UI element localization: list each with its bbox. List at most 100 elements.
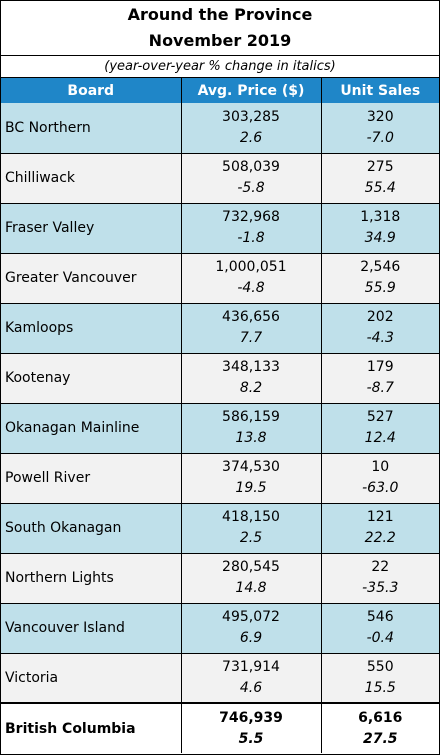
avg-price-cell: 436,656 7.7	[180, 303, 322, 354]
unit-sales-cell: 527 12.4	[320, 403, 439, 454]
unit-sales-value: 6,616	[358, 709, 403, 726]
unit-sales-value: 1,318	[360, 209, 401, 225]
table-row: Greater Vancouver 1,000,051 -4.8 2,546 55.9	[1, 253, 439, 304]
unit-sales-cell: 275 55.4	[320, 153, 439, 204]
unit-sales-cell: 546 -0.4	[320, 603, 439, 654]
avg-price-value: 303,285	[222, 108, 280, 125]
avg-price-cell: 280,545 14.8	[180, 553, 322, 604]
unit-sales-yoy-change: 12.4	[364, 430, 396, 446]
board-name: Victoria	[1, 653, 182, 704]
avg-price-yoy-change: 4.6	[239, 679, 263, 696]
avg-price-cell: 348,133 8.2	[180, 353, 322, 404]
avg-price-yoy-change: -4.8	[237, 280, 265, 296]
unit-sales-cell: 22 -35.3	[320, 553, 439, 604]
board-name: British Columbia	[1, 702, 182, 753]
table-body: BC Northern 303,285 2.6 320 -7.0 Chilliwack 50…	[1, 103, 439, 753]
unit-sales-yoy-change: -7.0	[366, 129, 394, 146]
unit-sales-yoy-change: -8.7	[366, 380, 394, 396]
unit-sales-value: 527	[366, 409, 394, 425]
unit-sales-value: 2,546	[360, 259, 401, 275]
unit-sales-yoy-change: 15.5	[364, 679, 396, 696]
unit-sales-yoy-change: 34.9	[364, 230, 396, 246]
table-row: BC Northern 303,285 2.6 320 -7.0	[1, 103, 439, 154]
province-table: Board Avg. Price ($) Unit Sales BC North…	[1, 78, 439, 753]
avg-price-yoy-change: 19.5	[235, 480, 267, 496]
avg-price-yoy-change: 13.8	[235, 430, 267, 446]
board-name: Kootenay	[1, 353, 182, 404]
table-row: Kamloops 436,656 7.7 202 -4.3	[1, 303, 439, 354]
unit-sales-cell: 179 -8.7	[320, 353, 439, 404]
avg-price-yoy-change: 5.5	[238, 730, 264, 747]
table-subtitle: (year-over-year % change in italics)	[1, 56, 439, 78]
avg-price-value: 732,968	[222, 209, 280, 225]
unit-sales-yoy-change: -35.3	[362, 580, 399, 596]
table-row: Fraser Valley 732,968 -1.8 1,318 34.9	[1, 203, 439, 254]
unit-sales-cell: 202 -4.3	[320, 303, 439, 354]
board-name: Chilliwack	[1, 153, 182, 204]
header-unit-sales: Unit Sales	[320, 78, 439, 103]
unit-sales-yoy-change: -4.3	[366, 330, 394, 346]
avg-price-value: 1,000,051	[215, 259, 287, 275]
avg-price-value: 508,039	[222, 159, 280, 175]
board-name: Powell River	[1, 453, 182, 504]
unit-sales-cell: 6,616 27.5	[320, 702, 439, 753]
table-row: Northern Lights 280,545 14.8 22 -35.3	[1, 553, 439, 604]
unit-sales-cell: 320 -7.0	[320, 103, 439, 154]
unit-sales-yoy-change: 27.5	[362, 730, 398, 747]
unit-sales-value: 179	[366, 359, 394, 375]
table-row: Kootenay 348,133 8.2 179 -8.7	[1, 353, 439, 404]
unit-sales-cell: 550 15.5	[320, 653, 439, 704]
avg-price-yoy-change: -1.8	[237, 230, 265, 246]
unit-sales-yoy-change: -0.4	[366, 630, 394, 646]
avg-price-value: 746,939	[219, 709, 283, 726]
table-row: Powell River 374,530 19.5 10 -63.0	[1, 453, 439, 504]
avg-price-value: 436,656	[222, 309, 280, 325]
avg-price-value: 348,133	[222, 359, 280, 375]
avg-price-yoy-change: 14.8	[235, 580, 267, 596]
unit-sales-cell: 121 22.2	[320, 503, 439, 554]
board-name: Greater Vancouver	[1, 253, 182, 304]
board-name: Kamloops	[1, 303, 182, 354]
unit-sales-yoy-change: 55.9	[364, 280, 396, 296]
avg-price-yoy-change: 7.7	[239, 330, 263, 346]
avg-price-value: 374,530	[222, 459, 280, 475]
unit-sales-value: 121	[366, 509, 394, 525]
header-avg-price: Avg. Price ($)	[180, 78, 322, 103]
table-row: South Okanagan 418,150 2.5 121 22.2	[1, 503, 439, 554]
total-row: British Columbia 746,939 5.5 6,616 27.5	[1, 702, 439, 753]
avg-price-yoy-change: -5.8	[237, 180, 265, 196]
unit-sales-value: 22	[371, 559, 390, 575]
avg-price-cell: 495,072 6.9	[180, 603, 322, 654]
unit-sales-value: 275	[366, 159, 394, 175]
unit-sales-yoy-change: -63.0	[362, 480, 399, 496]
board-name: Fraser Valley	[1, 203, 182, 254]
avg-price-yoy-change: 6.9	[239, 630, 263, 646]
unit-sales-cell: 2,546 55.9	[320, 253, 439, 304]
avg-price-value: 731,914	[222, 658, 280, 675]
avg-price-cell: 732,968 -1.8	[180, 203, 322, 254]
unit-sales-cell: 1,318 34.9	[320, 203, 439, 254]
header-board: Board	[1, 78, 182, 103]
board-name: Okanagan Mainline	[1, 403, 182, 454]
avg-price-cell: 418,150 2.5	[180, 503, 322, 554]
unit-sales-value: 320	[366, 108, 394, 125]
avg-price-yoy-change: 8.2	[239, 380, 263, 396]
board-name: South Okanagan	[1, 503, 182, 554]
unit-sales-value: 10	[371, 459, 390, 475]
avg-price-value: 495,072	[222, 609, 280, 625]
avg-price-value: 280,545	[222, 559, 280, 575]
avg-price-cell: 1,000,051 -4.8	[180, 253, 322, 304]
avg-price-cell: 508,039 -5.8	[180, 153, 322, 204]
avg-price-value: 586,159	[222, 409, 280, 425]
unit-sales-yoy-change: 55.4	[364, 180, 396, 196]
unit-sales-value: 546	[366, 609, 394, 625]
unit-sales-value: 550	[366, 658, 394, 675]
board-name: Northern Lights	[1, 553, 182, 604]
avg-price-cell: 746,939 5.5	[180, 702, 322, 753]
table-title: Around the Province	[127, 5, 313, 24]
board-name: Vancouver Island	[1, 603, 182, 654]
table-row: Victoria 731,914 4.6 550 15.5	[1, 653, 439, 704]
table-row: Vancouver Island 495,072 6.9 546 -0.4	[1, 603, 439, 654]
unit-sales-value: 202	[366, 309, 394, 325]
